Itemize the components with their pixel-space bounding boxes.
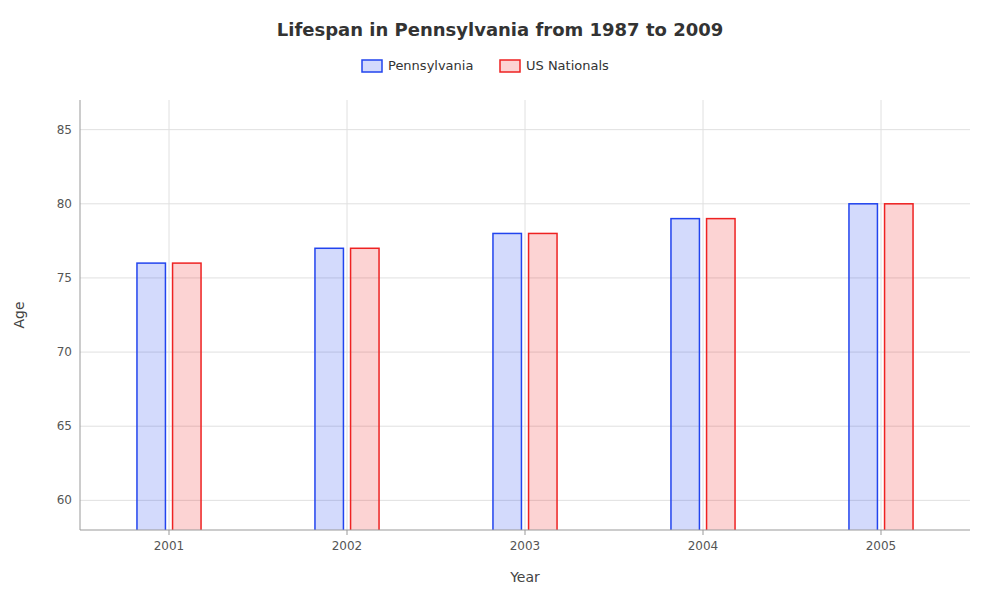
- bar: [529, 233, 557, 530]
- y-tick-label: 60: [57, 493, 72, 507]
- legend: Pennsylvania US Nationals: [362, 58, 609, 73]
- bar: [885, 204, 913, 530]
- bar: [849, 204, 877, 530]
- y-tick-label: 75: [57, 271, 72, 285]
- x-tick-label: 2003: [510, 539, 541, 553]
- x-grid-line: [347, 100, 348, 530]
- x-axis-label: Year: [509, 569, 540, 585]
- x-tick: [347, 530, 348, 535]
- grid: [80, 100, 970, 530]
- x-grid-line: [881, 100, 882, 530]
- x-grid-line: [525, 100, 526, 530]
- x-tick: [703, 530, 704, 535]
- bar: [173, 263, 201, 530]
- y-tick-label: 80: [57, 197, 72, 211]
- bar: [351, 248, 379, 530]
- y-tick-label: 70: [57, 345, 72, 359]
- x-tick-label: 2001: [154, 539, 185, 553]
- y-tick-label: 65: [57, 419, 72, 433]
- bar: [137, 263, 165, 530]
- bar: [671, 219, 699, 530]
- bar: [493, 233, 521, 530]
- x-tick: [525, 530, 526, 535]
- legend-label: Pennsylvania: [388, 58, 473, 73]
- y-axis-label: Age: [11, 301, 27, 328]
- title: Lifespan in Pennsylvania from 1987 to 20…: [277, 19, 723, 40]
- legend-swatch: [500, 60, 520, 72]
- chart-svg: 60 65 70 75 80 85 2001 2002 2003 2004 2005 Year Age L…: [0, 0, 1000, 600]
- x-tick-label: 2002: [332, 539, 363, 553]
- bars: [137, 204, 913, 530]
- chart-container: 60 65 70 75 80 85 2001 2002 2003 2004 2005 Year Age L…: [0, 0, 1000, 600]
- x-tick: [881, 530, 882, 535]
- legend-label: US Nationals: [526, 58, 609, 73]
- y-tick-label: 85: [57, 123, 72, 137]
- bar: [315, 248, 343, 530]
- x-tick: [169, 530, 170, 535]
- x-grid-line: [169, 100, 170, 530]
- x-grid-line: [703, 100, 704, 530]
- y-axis-line: [80, 100, 81, 530]
- legend-swatch: [362, 60, 382, 72]
- bar: [707, 219, 735, 530]
- x-tick-label: 2004: [688, 539, 719, 553]
- x-tick-label: 2005: [866, 539, 897, 553]
